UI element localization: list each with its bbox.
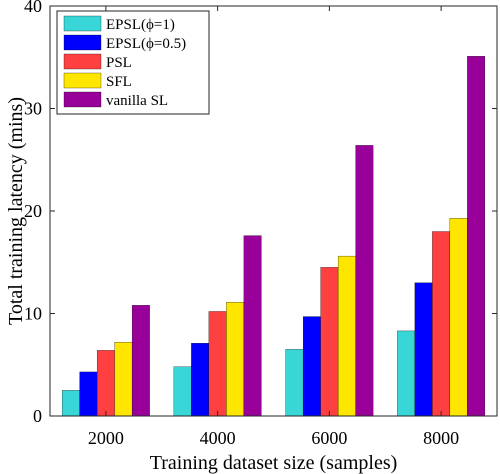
bar-2-2000 [79,371,98,417]
legend-swatch [63,72,102,89]
legend-swatch [63,15,102,32]
bar-3-6000 [320,267,339,417]
legend-entry-label: EPSL(ϕ=1) [106,17,175,33]
legend-entry-label: PSL [106,55,132,71]
y-axis-label: Total training latency (mins) [5,97,27,325]
legend-swatch [63,34,102,51]
bar-3-4000 [208,311,227,417]
x-tick-label: 8000 [423,428,459,448]
y-tick-label: 10 [24,304,42,324]
bar-1-6000 [285,349,304,417]
legend: EPSL(ϕ=1) EPSL(ϕ=0.5) PSL SFL vanilla SL [56,10,210,115]
ticks-group: 0 10 20 30 40 2000 4000 6000 8000 [24,0,497,448]
bars-group [61,56,486,417]
bar-1-2000 [61,390,80,417]
bar-3-2000 [96,350,115,417]
bar-4-8000 [449,218,468,417]
bar-2-4000 [191,343,210,417]
bar-4-4000 [226,302,245,417]
y-tick-label: 0 [33,406,42,426]
legend-entry-label: SFL [106,74,132,90]
legend-entry-label: vanilla SL [106,93,168,109]
x-tick-label: 6000 [311,428,347,448]
legend-swatch [63,53,102,70]
bar-5-6000 [355,145,374,417]
legend-swatch [63,91,102,108]
bar-1-8000 [397,330,416,417]
bar-5-8000 [467,56,486,417]
bar-5-4000 [243,235,262,417]
bar-2-8000 [414,282,433,417]
bar-5-2000 [131,305,150,417]
x-axis-label: Training dataset size (samples) [150,452,398,474]
bar-3-8000 [432,231,451,417]
x-tick-label: 4000 [200,428,236,448]
y-tick-label: 20 [24,201,42,221]
bar-1-4000 [173,366,192,417]
y-tick-label: 40 [24,0,42,16]
bar-4-6000 [337,255,356,417]
y-tick-label: 30 [24,99,42,119]
bar-2-6000 [302,316,321,417]
bar-4-2000 [114,342,133,417]
legend-entry-label: EPSL(ϕ=0.5) [106,36,186,52]
x-tick-label: 2000 [88,428,124,448]
